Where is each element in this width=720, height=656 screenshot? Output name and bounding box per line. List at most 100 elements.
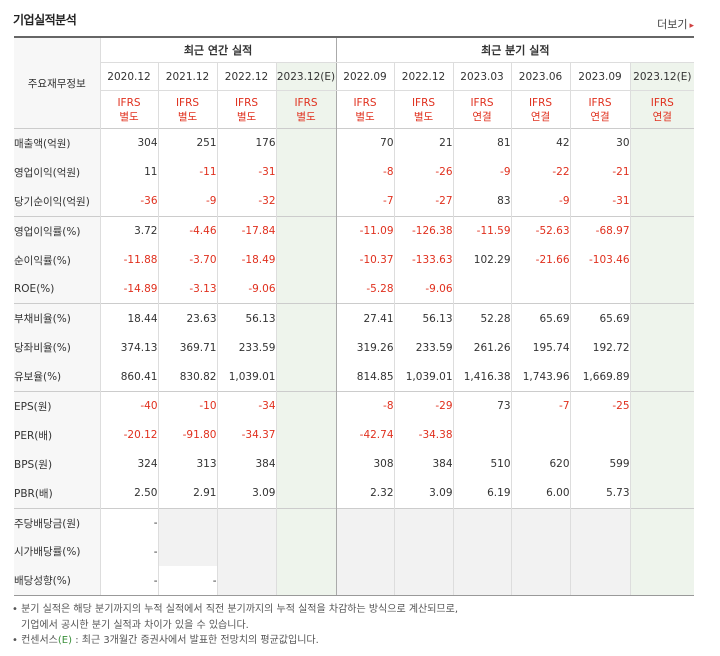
basis-type: 연결	[590, 110, 610, 123]
row-label: 당기순이익(억원)	[14, 186, 100, 217]
table-cell	[629, 449, 695, 479]
period-date: 2022.12	[216, 62, 276, 91]
table-cell	[216, 566, 276, 597]
table-cell	[629, 566, 695, 597]
period-date: 2023.12(E)	[275, 62, 337, 91]
table-cell: -22	[510, 157, 571, 187]
table-cell	[393, 537, 454, 567]
row-label: 당좌비율(%)	[14, 333, 100, 363]
table-row: 시가배당률(%) -	[14, 537, 695, 567]
basis-standard: IFRS	[588, 96, 612, 109]
row-label: PBR(배)	[14, 478, 100, 509]
table-cell: -5.28	[335, 274, 395, 304]
basis-standard: IFRS	[528, 96, 553, 109]
table-cell: 261.26	[452, 333, 512, 363]
table-cell: -11.09	[335, 215, 395, 246]
basis-standard: IFRS	[650, 96, 674, 109]
period-basis: IFRS 별도	[99, 90, 158, 129]
table-cell: -31	[216, 157, 276, 187]
table-cell	[275, 566, 337, 597]
table-cell	[275, 215, 337, 246]
table-cell	[510, 420, 571, 450]
table-row: 영업이익(억원) 11 -11 -31 -8 -26 -9 -22 -21	[14, 157, 695, 187]
table-row: PBR(배) 2.50 2.91 3.09 2.32 3.09 6.19 6.00 5.73	[14, 478, 695, 509]
table-cell	[275, 274, 337, 304]
table-cell: 384	[393, 449, 454, 479]
table-cell: -126.38	[393, 215, 454, 246]
table-cell: -9.06	[393, 274, 454, 304]
table-cell: 27.41	[335, 303, 395, 334]
group-quarter-header: 최근 분기 실적	[335, 36, 695, 63]
table-row: 배당성향(%) - -	[14, 566, 695, 597]
table-cell: -17.84	[216, 215, 276, 246]
table-cell: -10	[157, 391, 217, 421]
period-date: 2023.12(E)	[629, 62, 695, 91]
table-cell: -	[99, 566, 158, 597]
table-cell	[629, 186, 695, 217]
period-date: 2022.09	[335, 62, 395, 91]
table-cell: 5.73	[569, 478, 631, 509]
group-annual-header: 최근 연간 실적	[99, 36, 337, 63]
table-cell: 176	[216, 127, 276, 158]
table-row: 당기순이익(억원) -36 -9 -32 -7 -27 83 -9 -31	[14, 186, 695, 217]
table-cell: 21	[393, 127, 454, 158]
period-date: 2020.12	[99, 62, 158, 91]
table-cell: -9	[452, 157, 512, 187]
period-date: 2023.06	[510, 62, 571, 91]
table-cell	[335, 537, 395, 567]
table-cell: -	[99, 537, 158, 567]
table-cell: 313	[157, 449, 217, 479]
table-cell	[452, 566, 512, 597]
table-cell	[275, 391, 337, 421]
period-basis: IFRS 연결	[452, 90, 512, 129]
table-cell: 83	[452, 186, 512, 217]
table-cell	[275, 420, 337, 450]
table-cell	[629, 245, 695, 275]
table-cell	[629, 507, 695, 538]
table-cell: -34.37	[216, 420, 276, 450]
table-cell	[275, 537, 337, 567]
row-label: 부채비율(%)	[14, 303, 100, 334]
table-cell: 374.13	[99, 333, 158, 363]
table-cell: 1,669.89	[569, 362, 631, 392]
table-cell	[629, 303, 695, 334]
table-cell	[569, 566, 631, 597]
table-cell: 2.50	[99, 478, 158, 509]
table-cell: -25	[569, 391, 631, 421]
table-cell	[510, 537, 571, 567]
table-cell	[335, 507, 395, 538]
table-row: 유보율(%) 860.41 830.82 1,039.01 814.85 1,039.01…	[14, 362, 695, 392]
table-cell	[452, 420, 512, 450]
table-cell	[510, 507, 571, 538]
table-cell	[629, 478, 695, 509]
table-cell	[157, 507, 217, 538]
table-cell: 3.09	[393, 478, 454, 509]
table-cell: -3.70	[157, 245, 217, 275]
basis-standard: IFRS	[234, 96, 259, 109]
table-cell: 599	[569, 449, 631, 479]
table-cell	[275, 362, 337, 392]
row-label: 매출액(억원)	[14, 127, 100, 158]
table-cell: 2.91	[157, 478, 217, 509]
table-cell	[510, 274, 571, 304]
table-cell: -18.49	[216, 245, 276, 275]
basis-type: 별도	[236, 110, 257, 123]
table-cell: -91.80	[157, 420, 217, 450]
table-cell: 510	[452, 449, 512, 479]
table-cell: -7	[510, 391, 571, 421]
row-label: 배당성향(%)	[14, 566, 100, 597]
table-cell: -9.06	[216, 274, 276, 304]
more-link-label[interactable]: 더보기	[657, 18, 688, 31]
table-row: ROE(%) -14.89 -3.13 -9.06 -5.28 -9.06	[14, 274, 695, 304]
table-cell	[569, 274, 631, 304]
row-label: 시가배당률(%)	[14, 537, 100, 567]
table-cell: -7	[335, 186, 395, 217]
footnote-1: • 분기 실적은 해당 분기까지의 누적 실적에서 직전 분기까지의 누적 실적…	[12, 604, 459, 615]
table-cell: -21	[569, 157, 631, 187]
table-cell: 3.09	[216, 478, 276, 509]
financial-table: 주요재무정보 최근 연간 실적 최근 분기 실적 2020.12 2021.12 2…	[14, 36, 695, 597]
table-cell: 56.13	[393, 303, 454, 334]
more-link[interactable]: 더보기 ▸	[657, 16, 694, 32]
table-cell: -10.37	[335, 245, 395, 275]
row-label: ROE(%)	[14, 274, 100, 304]
